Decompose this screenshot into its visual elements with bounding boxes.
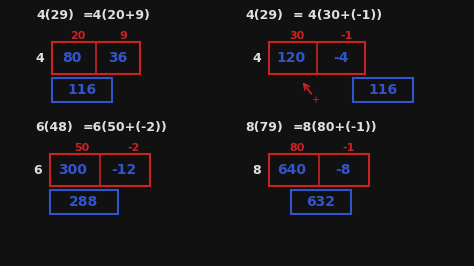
- Text: 116: 116: [368, 83, 398, 97]
- Text: -4: -4: [333, 51, 349, 65]
- Bar: [269, 154, 369, 186]
- Text: 4: 4: [253, 52, 261, 64]
- Text: 8(79): 8(79): [245, 122, 283, 135]
- Text: -1: -1: [343, 143, 355, 153]
- Bar: [269, 42, 365, 74]
- Text: 288: 288: [69, 195, 99, 209]
- Text: 120: 120: [276, 51, 306, 65]
- Text: -12: -12: [111, 163, 137, 177]
- Text: 300: 300: [59, 163, 87, 177]
- Text: 6: 6: [34, 164, 42, 177]
- Bar: [50, 154, 150, 186]
- Bar: [52, 78, 112, 102]
- Text: =4(20+9): =4(20+9): [83, 10, 151, 23]
- Text: 8: 8: [253, 164, 261, 177]
- Text: -2: -2: [128, 143, 140, 153]
- Text: +: +: [311, 95, 319, 105]
- Text: =6(50+(-2)): =6(50+(-2)): [83, 122, 168, 135]
- Text: 50: 50: [74, 143, 90, 153]
- Bar: [52, 42, 140, 74]
- Text: 9: 9: [119, 31, 127, 41]
- Text: 4(29): 4(29): [36, 10, 74, 23]
- Text: 80: 80: [289, 143, 305, 153]
- Text: 80: 80: [62, 51, 82, 65]
- Text: 640: 640: [277, 163, 307, 177]
- Text: 36: 36: [109, 51, 128, 65]
- Text: =8(80+(-1)): =8(80+(-1)): [293, 122, 378, 135]
- Text: 6(48): 6(48): [35, 122, 73, 135]
- Text: -1: -1: [341, 31, 353, 41]
- Text: 632: 632: [307, 195, 336, 209]
- Text: 30: 30: [289, 31, 305, 41]
- Text: -8: -8: [335, 163, 351, 177]
- Bar: [291, 190, 351, 214]
- Text: = 4(30+(-1)): = 4(30+(-1)): [293, 10, 382, 23]
- Text: 20: 20: [70, 31, 86, 41]
- Text: 4: 4: [36, 52, 45, 64]
- Text: 4(29): 4(29): [245, 10, 283, 23]
- Bar: [50, 190, 118, 214]
- Bar: [353, 78, 413, 102]
- Text: 116: 116: [67, 83, 97, 97]
